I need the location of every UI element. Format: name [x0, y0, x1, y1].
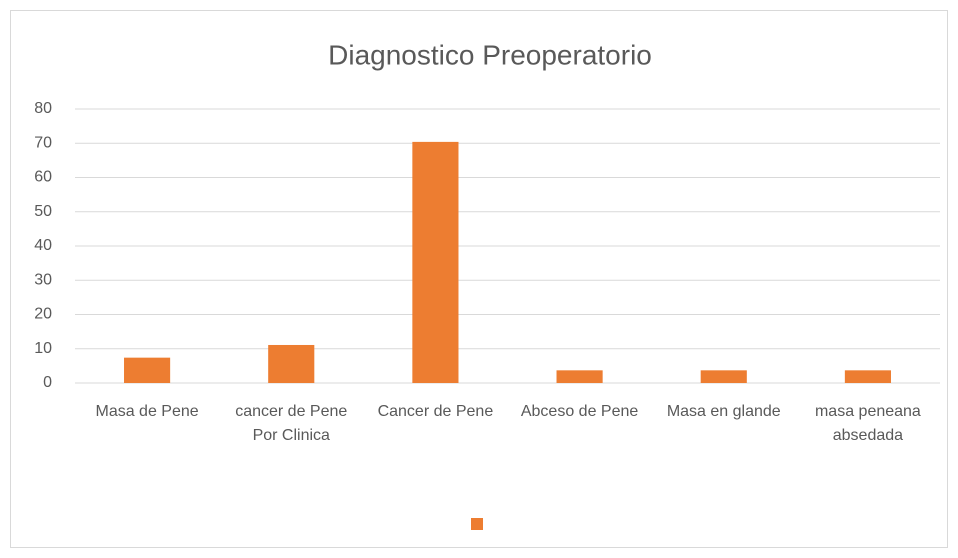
bar	[844, 370, 891, 383]
y-tick-label: 20	[34, 306, 52, 323]
legend-swatch	[471, 518, 483, 530]
y-tick-label: 40	[34, 237, 52, 254]
y-tick-label: 30	[34, 271, 52, 288]
y-tick-label: 80	[34, 100, 52, 117]
x-tick-label: masa peneana absedada	[814, 403, 921, 444]
x-tick-label: Cancer de Pene	[377, 403, 494, 420]
bar	[412, 141, 459, 383]
bar	[268, 344, 315, 383]
chart-border	[10, 10, 948, 548]
bar	[556, 370, 603, 383]
y-tick-label: 60	[34, 169, 52, 186]
chart-title: Diagnostico Preoperatorio	[328, 39, 652, 70]
bar	[700, 370, 747, 383]
x-tick-label: cancer de Pene Por Clinica	[235, 403, 348, 444]
y-tick-label: 0	[43, 374, 52, 391]
x-tick-label: Masa en glande	[666, 403, 781, 420]
x-tick-label: Abceso de Pene	[520, 403, 639, 420]
y-tick-label: 10	[34, 340, 52, 357]
y-tick-label: 70	[34, 134, 52, 151]
y-tick-label: 50	[34, 203, 52, 220]
bar	[124, 357, 171, 383]
x-tick-label: Masa de Pene	[95, 403, 199, 420]
